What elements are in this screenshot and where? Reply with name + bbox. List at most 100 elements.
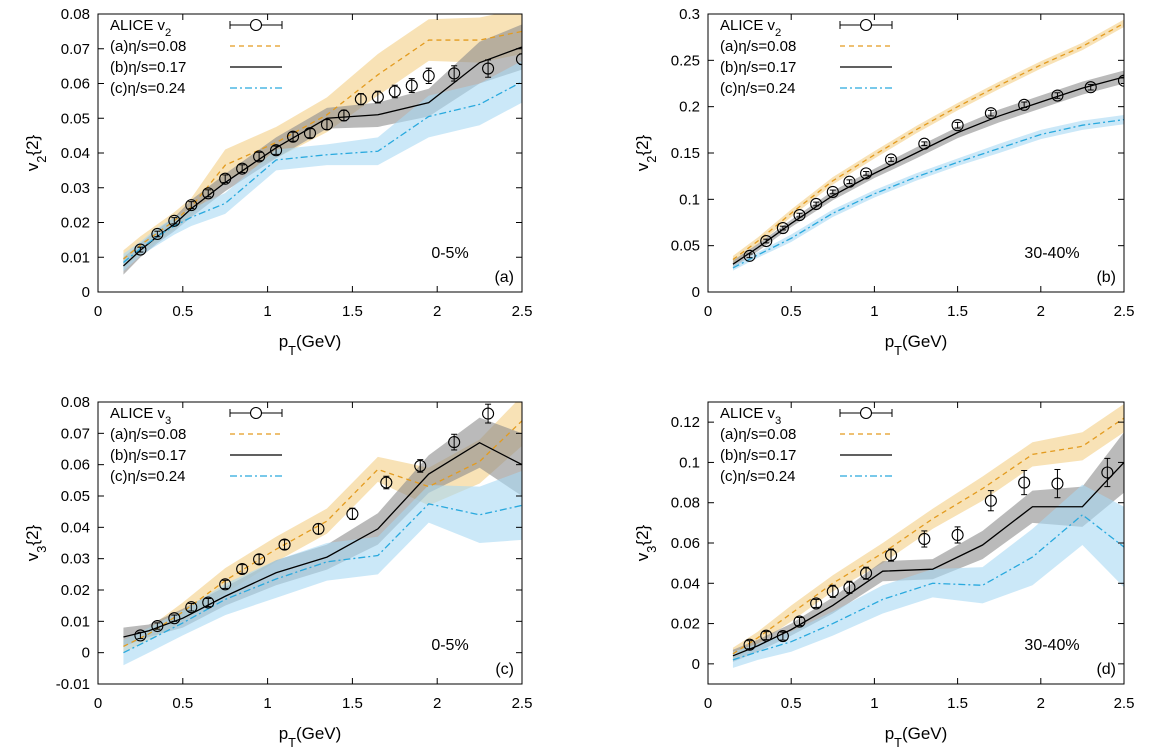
line-series-1 [732, 22, 1124, 261]
data-point [884, 153, 898, 166]
legend-entry-series-2: (b)η/s=0.17 [110, 59, 186, 76]
y-tick-label: 0.25 [671, 52, 700, 69]
x-tick-label: 2 [433, 303, 441, 320]
y-tick-label: 0.02 [61, 582, 90, 599]
data-marker [743, 638, 756, 651]
y-tick-label: 0.06 [61, 457, 90, 474]
data-point [185, 199, 198, 212]
y-tick-label: 0.08 [61, 394, 90, 411]
x-tick-label: 0 [704, 695, 712, 712]
chart-panel-a: 0 0.5 1 1.5 2 2.5 0 0.01 0.02 0.03 0.04 0.05 0.06 0.0… [23, 6, 532, 358]
data-marker [134, 243, 147, 256]
legend-entry-data: ALICE v3 [720, 405, 781, 427]
data-point [134, 629, 147, 642]
x-tick-label: 1.5 [947, 695, 968, 712]
data-point [346, 507, 359, 520]
legend-marker [859, 18, 873, 32]
data-marker [278, 538, 291, 551]
legend-entry-data: ALICE v2 [110, 17, 171, 39]
data-point [303, 127, 317, 140]
data-point [760, 234, 773, 248]
data-point [388, 84, 401, 99]
data-marker [151, 619, 164, 633]
line-series-2 [123, 441, 522, 638]
data-marker [422, 69, 435, 82]
data-marker [860, 167, 873, 180]
legend-entry-series-3: (c)η/s=0.24 [110, 80, 185, 97]
x-axis-label: pT(GeV) [279, 332, 342, 358]
data-marker [185, 601, 198, 614]
y-tick-label: 0.15 [671, 145, 700, 162]
data-point [951, 526, 964, 544]
y-tick-label: 0.3 [679, 6, 700, 23]
data-marker [312, 522, 325, 535]
data-point [236, 562, 249, 576]
data-marker [743, 249, 756, 262]
centrality-label: 30-40% [1024, 637, 1079, 654]
data-point [151, 227, 164, 241]
y-tick-label: 0.01 [61, 613, 90, 630]
legend-entry-series-3: (c)η/s=0.24 [110, 468, 185, 485]
data-marker [1018, 476, 1031, 489]
data-point [743, 249, 756, 262]
x-tick-label: 0 [94, 695, 102, 712]
data-marker [776, 630, 789, 643]
data-point [219, 578, 232, 591]
data-marker [760, 629, 773, 642]
data-point [202, 187, 215, 200]
data-point [337, 109, 350, 122]
x-tick-label: 1 [263, 695, 271, 712]
x-tick-label: 0.5 [172, 303, 193, 320]
data-point [810, 597, 823, 610]
data-marker [270, 144, 283, 157]
legend-entry-series-1: (a)η/s=0.08 [110, 426, 186, 443]
data-point [776, 630, 789, 643]
data-marker [219, 578, 232, 591]
data-marker [405, 79, 418, 92]
data-point [793, 209, 806, 222]
data-marker [984, 107, 997, 120]
panel-label: (d) [1096, 661, 1116, 678]
y-tick-label: 0.07 [61, 41, 90, 58]
data-marker [1084, 81, 1097, 94]
data-marker [515, 53, 522, 66]
line-series-1 [123, 420, 522, 647]
data-point [286, 130, 300, 143]
y-tick-label: 0.02 [671, 616, 700, 633]
plot-area [122, 14, 522, 275]
x-tick-label: 0.5 [172, 695, 193, 712]
x-axis-label: pT(GeV) [885, 724, 948, 749]
data-marker [448, 67, 461, 80]
legend-entry-series-1: (a)η/s=0.08 [720, 38, 796, 55]
line-series-3 [123, 503, 522, 654]
data-marker [918, 532, 931, 546]
data-point [278, 538, 291, 551]
band-series-1 [732, 404, 1124, 660]
data-marker [1051, 89, 1064, 102]
centrality-label: 0-5% [431, 245, 468, 262]
data-point [515, 53, 522, 66]
data-marker [951, 119, 964, 132]
x-tick-label: 2.5 [512, 303, 533, 320]
data-marker [354, 93, 367, 106]
y-tick-label: 0 [82, 284, 90, 301]
x-tick-label: 2.5 [1114, 303, 1135, 320]
data-marker [185, 199, 198, 212]
y-tick-label: 0.01 [61, 249, 90, 266]
legend-marker [249, 18, 263, 32]
data-point [1101, 457, 1114, 488]
data-point [405, 78, 418, 94]
legend: ALICE v3(a)η/s=0.08 (b)η/s=0.17 (c)η/s=0.2… [110, 405, 283, 485]
data-point [422, 67, 435, 84]
data-marker [168, 612, 181, 625]
data-marker [253, 150, 266, 163]
data-point [826, 584, 839, 598]
line-series-3 [732, 118, 1124, 269]
data-marker [482, 407, 495, 420]
data-marker [1101, 466, 1114, 479]
y-tick-label: 0 [82, 645, 90, 662]
y-tick-label: 0.05 [671, 238, 700, 255]
data-point [918, 137, 931, 150]
legend-marker [249, 406, 263, 420]
